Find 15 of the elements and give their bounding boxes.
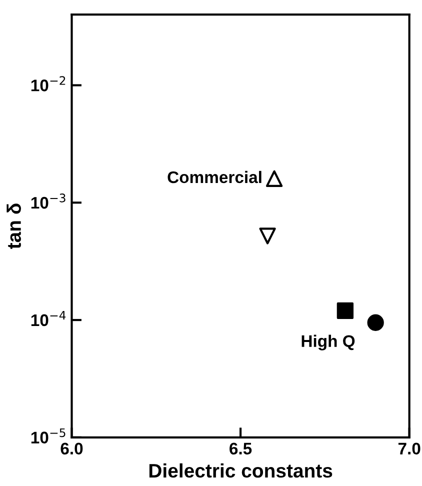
y-tick-label: 10$^{−2}$ [31, 76, 66, 92]
y-tick-label: 10$^{−5}$ [31, 428, 66, 444]
x-tick-label: 6.5 [230, 442, 252, 455]
point [367, 314, 384, 331]
point [336, 302, 354, 320]
x-axis-title: Dielectric constants [149, 463, 332, 478]
annotation: High Q [302, 334, 355, 350]
point [259, 228, 276, 244]
y-axis-title: tan δ [6, 204, 21, 249]
x-tick-label: 7.0 [398, 442, 420, 455]
annotation: Commercial [168, 170, 262, 184]
y-tick-label: 10$^{−3}$ [31, 194, 66, 209]
y-tick-label: 10$^{−4}$ [31, 311, 66, 326]
x-tick-label: 6.0 [60, 442, 83, 455]
point [266, 170, 283, 187]
